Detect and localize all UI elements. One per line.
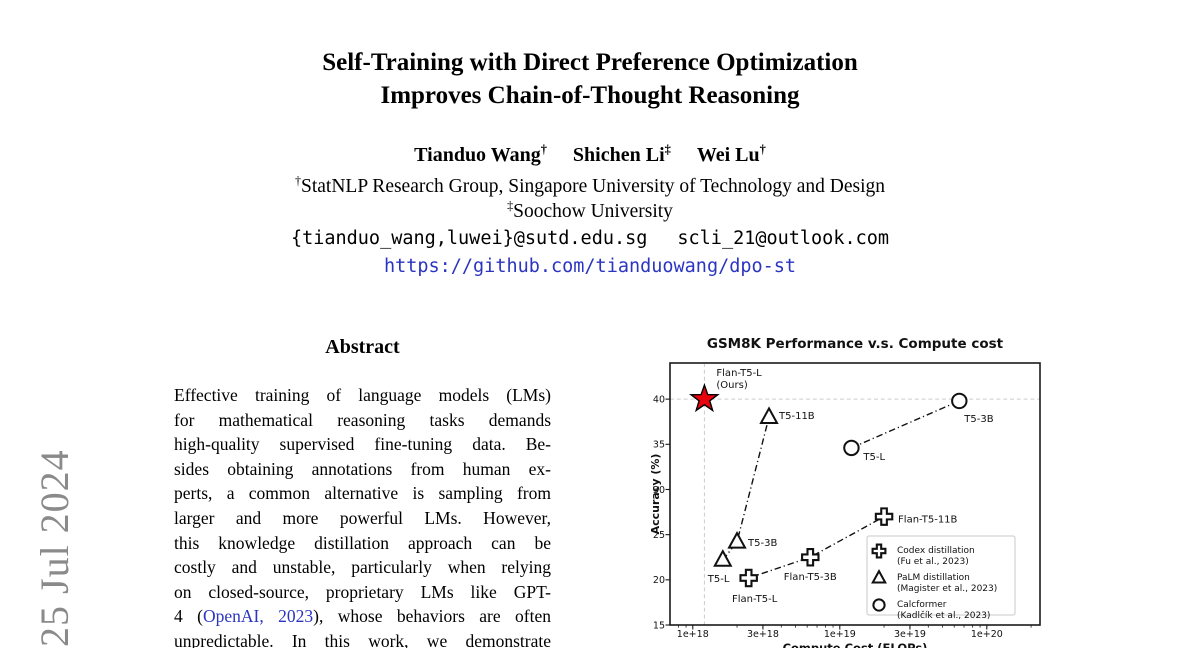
circle-marker bbox=[872, 598, 886, 612]
author-2: Shichen Li‡ bbox=[572, 142, 671, 166]
legend-label: Codex distillation bbox=[897, 546, 975, 556]
author-2-mark: ‡ bbox=[664, 142, 671, 157]
figure-1-chart: 1e+18 3e+18 1e+19 3e+19 1e+20 15 20 25 30 35 40 Fla… bbox=[649, 330, 1150, 648]
legend-label: (Magister et al., 2023) bbox=[897, 584, 997, 594]
x-tick-label: 3e+18 bbox=[747, 629, 779, 640]
point-label: (Ours) bbox=[716, 380, 747, 391]
legend-label: Calcformer bbox=[897, 600, 947, 610]
circle-marker bbox=[843, 439, 860, 457]
citation-link[interactable]: OpenAI, 2023 bbox=[202, 606, 314, 627]
circle-marker bbox=[951, 392, 968, 410]
author-row: Tianduo Wang† Shichen Li‡ Wei Lu† bbox=[0, 142, 1180, 167]
point-label: T5-L bbox=[862, 452, 885, 463]
triangle-marker bbox=[871, 569, 887, 584]
series-palm-distillation: T5-L T5-3B T5-11B bbox=[707, 406, 815, 585]
x-axis-label: Compute Cost (FLOPs) bbox=[783, 641, 928, 648]
github-link[interactable]: https://github.com/tianduowang/dpo-st bbox=[383, 256, 797, 277]
paper-title-line1: Self-Training with Direct Preference Opt… bbox=[322, 49, 858, 76]
abstract-line: high-quality supervised fine-tuning data… bbox=[174, 434, 551, 455]
y-tick-label: 25 bbox=[653, 530, 665, 541]
point-label: T5-L bbox=[707, 574, 730, 585]
legend: Codex distillation(Fu et al., 2023) PaLM … bbox=[866, 535, 1016, 621]
url-row: https://github.com/tianduowang/dpo-st bbox=[0, 256, 1180, 277]
y-tick-label: 15 bbox=[653, 620, 665, 631]
point-label: T5-3B bbox=[747, 538, 777, 549]
abstract-line: costly and unstable, particularly when r… bbox=[174, 557, 551, 578]
abstract-line: sides obtaining annotations from human e… bbox=[174, 458, 551, 479]
author-3: Wei Lu† bbox=[696, 142, 766, 166]
abstract-line: unpredictable. In this work, we demonstr… bbox=[174, 630, 551, 648]
cross-marker bbox=[871, 543, 887, 559]
legend-box bbox=[866, 535, 1016, 616]
legend-label: (Fu et al., 2023) bbox=[897, 557, 969, 567]
y-tick-label: 20 bbox=[653, 575, 665, 586]
series-calcformer: T5-L T5-3B bbox=[843, 392, 994, 463]
author-3-mark: † bbox=[759, 142, 766, 157]
abstract-line: for mathematical reasoning tasks demands bbox=[174, 409, 551, 430]
abstract-line: larger and more powerful LMs. However, bbox=[174, 507, 551, 528]
series-ours: Flan-T5-L(Ours) bbox=[689, 368, 762, 413]
star-marker bbox=[689, 383, 720, 413]
affiliation-2: ‡Soochow University bbox=[507, 198, 673, 222]
abstract-line: this knowledge distillation approach can… bbox=[174, 532, 551, 553]
cross-marker bbox=[739, 568, 758, 588]
legend-label: (Kadlčík et al., 2023) bbox=[897, 610, 990, 621]
y-tick-label: 40 bbox=[653, 395, 665, 406]
x-tick-label: 1e+20 bbox=[971, 629, 1003, 640]
affiliation-1: †StatNLP Research Group, Singapore Unive… bbox=[294, 173, 886, 197]
y-tick-label: 30 bbox=[653, 485, 665, 496]
abstract-line: Effective training of language models (L… bbox=[174, 385, 551, 405]
point-label: Flan-T5-L bbox=[716, 368, 762, 379]
abstract-heading: Abstract bbox=[325, 336, 400, 358]
point-label: T5-3B bbox=[963, 414, 993, 425]
series-codex-distillation: Flan-T5-L Flan-T5-3B Flan-T5-11B bbox=[732, 507, 958, 605]
x-tick-label: 1e+18 bbox=[677, 629, 709, 640]
abstract-line: on closed-source, proprietary LMs like G… bbox=[174, 581, 551, 602]
point-label: Flan-T5-3B bbox=[784, 572, 837, 583]
y-tick-label: 35 bbox=[653, 440, 665, 451]
cross-marker bbox=[874, 507, 894, 526]
x-tick-label: 1e+19 bbox=[824, 629, 856, 640]
triangle-marker bbox=[759, 406, 779, 425]
point-label: Flan-T5-L bbox=[732, 594, 778, 605]
chart-title: GSM8K Performance v.s. Compute cost bbox=[707, 336, 1004, 352]
plot-frame bbox=[669, 362, 1041, 626]
gsm8k-chart-svg: 1e+18 3e+18 1e+19 3e+19 1e+20 15 20 25 30 35 40 Fla… bbox=[649, 336, 1041, 648]
legend-label: PaLM distillation bbox=[897, 573, 970, 583]
series-line bbox=[851, 400, 960, 449]
email-row: {tianduo_wang,luwei}@sutd.edu.sg scli_21@… bbox=[0, 228, 1180, 249]
triangle-marker bbox=[727, 531, 747, 549]
arxiv-date-watermark: 25 Jul 2024 bbox=[32, 449, 77, 647]
email-outlook: scli_21@outlook.com bbox=[677, 228, 890, 249]
y-axis-label: Accuracy (%) bbox=[650, 454, 662, 535]
triangle-marker bbox=[713, 549, 733, 567]
author-1-mark: † bbox=[540, 142, 547, 157]
author-1: Tianduo Wang† bbox=[414, 142, 547, 166]
point-label: Flan-T5-11B bbox=[898, 515, 957, 526]
abstract-line-with-citation: 4 (OpenAI, 2023), whose behaviors are of… bbox=[174, 606, 551, 627]
abstract-line: perts, a common alternative is sampling … bbox=[174, 483, 551, 504]
email-sutd: {tianduo_wang,luwei}@sutd.edu.sg bbox=[290, 228, 648, 249]
cross-marker bbox=[801, 547, 820, 567]
point-label: T5-11B bbox=[778, 411, 815, 422]
x-tick-label: 3e+19 bbox=[894, 629, 926, 640]
paper-title-line2: Improves Chain-of-Thought Reasoning bbox=[380, 82, 800, 109]
abstract-body: Effective training of language models (L… bbox=[174, 383, 551, 648]
